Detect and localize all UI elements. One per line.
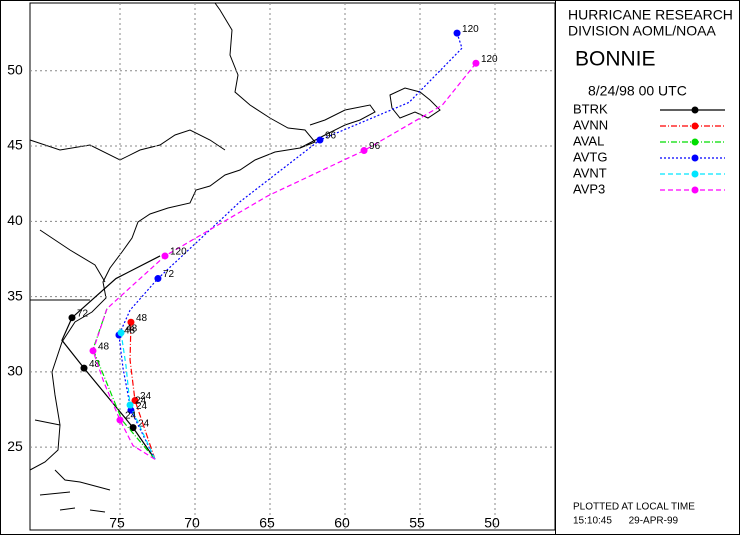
hour-label: 120 bbox=[462, 24, 479, 35]
hour-label: 120 bbox=[481, 54, 498, 65]
track-point bbox=[129, 424, 137, 432]
track-point bbox=[154, 275, 162, 283]
track-point bbox=[68, 314, 76, 322]
track-point bbox=[472, 59, 480, 67]
coast bbox=[29, 129, 226, 161]
coast bbox=[29, 2, 316, 471]
hour-label: 72 bbox=[77, 308, 89, 319]
hour-label: 24 bbox=[135, 396, 147, 407]
hour-label: 24 bbox=[140, 391, 152, 402]
legend-label: AVNT bbox=[573, 165, 607, 180]
track-point bbox=[161, 252, 169, 260]
legend-label: BTRK bbox=[573, 101, 608, 116]
title-line: HURRICANE RESEARCH bbox=[568, 7, 733, 23]
y-tick-label: 35 bbox=[7, 287, 23, 303]
track-point bbox=[117, 329, 125, 337]
storm-name: BONNIE bbox=[575, 48, 656, 71]
track-point bbox=[316, 136, 324, 144]
legend-marker bbox=[691, 138, 699, 146]
hour-label: 24 bbox=[138, 418, 150, 429]
coastline bbox=[29, 2, 441, 513]
x-tick-label: 70 bbox=[184, 515, 200, 531]
title-line: DIVISION AOML/NOAA bbox=[568, 23, 716, 39]
legend-marker bbox=[691, 154, 699, 162]
x-tick-label: 75 bbox=[109, 515, 125, 531]
footer: PLOTTED AT LOCAL TIME bbox=[573, 502, 695, 513]
legend-marker bbox=[691, 122, 699, 130]
track-line bbox=[92, 308, 156, 460]
legend-marker bbox=[691, 106, 699, 114]
track-point bbox=[131, 397, 139, 405]
hour-label: 48 bbox=[89, 359, 101, 370]
track-line bbox=[92, 62, 477, 460]
y-tick-label: 30 bbox=[7, 363, 23, 379]
y-tick-label: 25 bbox=[7, 438, 23, 454]
hour-label: 48 bbox=[98, 341, 110, 352]
track-point bbox=[80, 364, 88, 372]
legend-label: AVAL bbox=[573, 133, 604, 148]
track-point bbox=[453, 29, 461, 37]
x-tick-label: 65 bbox=[259, 515, 275, 531]
track-point bbox=[89, 347, 97, 355]
legend-marker bbox=[691, 186, 699, 194]
y-tick-label: 40 bbox=[7, 212, 23, 228]
track-line bbox=[120, 332, 156, 460]
legend-label: AVNN bbox=[573, 117, 608, 132]
x-tick-label: 50 bbox=[484, 515, 500, 531]
hour-label: 48 bbox=[136, 313, 148, 324]
hour-label: 120 bbox=[170, 247, 187, 258]
coast bbox=[39, 469, 111, 513]
track-point bbox=[127, 318, 135, 326]
x-tick-label: 60 bbox=[334, 515, 350, 531]
coast bbox=[30, 229, 106, 426]
subtitle: 8/24/98 00 UTC bbox=[588, 83, 687, 99]
x-tick-label: 55 bbox=[409, 515, 425, 531]
coast bbox=[389, 87, 441, 119]
hour-label: 48 bbox=[124, 326, 136, 337]
hour-label: 24 bbox=[125, 411, 137, 422]
hour-label: 96 bbox=[369, 141, 381, 152]
plot-border bbox=[29, 2, 556, 531]
hour-label: 96 bbox=[325, 131, 337, 142]
y-tick-label: 50 bbox=[7, 61, 23, 77]
track-point bbox=[116, 416, 124, 424]
legend-label: AVP3 bbox=[573, 181, 605, 196]
hour-label: 24 bbox=[136, 401, 148, 412]
track-line bbox=[129, 322, 156, 460]
track-point bbox=[360, 147, 368, 155]
legend-marker bbox=[691, 170, 699, 178]
track-point bbox=[126, 401, 134, 409]
legend-label: AVTG bbox=[573, 149, 607, 164]
hour-label: 72 bbox=[163, 269, 175, 280]
footer: 15:10:45 29-APR-99 bbox=[573, 516, 679, 527]
y-tick-label: 45 bbox=[7, 137, 23, 153]
coast bbox=[299, 104, 376, 149]
hour-label: 48 bbox=[126, 323, 138, 334]
